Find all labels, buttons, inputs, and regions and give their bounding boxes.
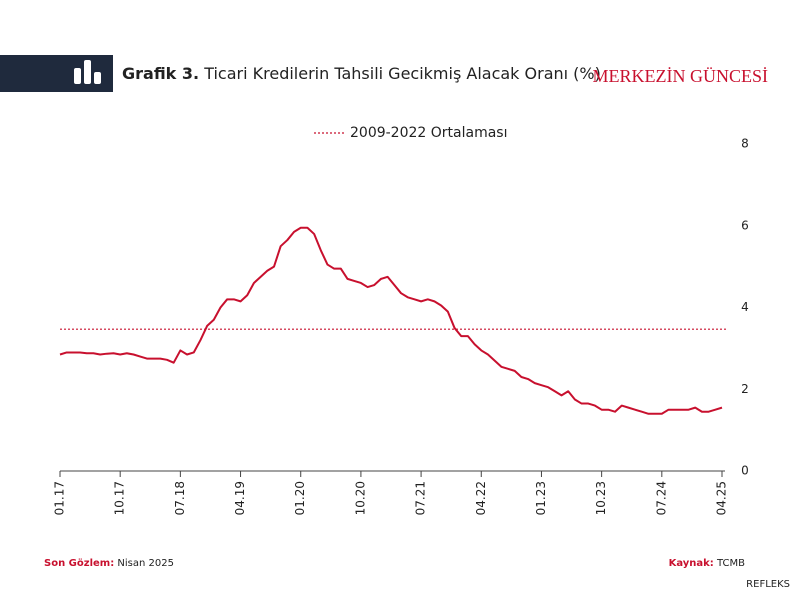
title-text: Ticari Kredilerin Tahsili Gecikmiş Alaca…	[203, 64, 601, 83]
y-tick-label: 8	[741, 137, 749, 151]
y-tick-label: 4	[741, 300, 749, 314]
y-tick-label: 0	[741, 464, 749, 478]
y-tick-label: 2	[741, 382, 749, 396]
footer-label: Son Gözlem:	[44, 558, 114, 569]
x-tick-label: 01.23	[534, 481, 548, 515]
title-label: Grafik 3.	[122, 64, 199, 83]
x-tick-label: 07.24	[654, 481, 668, 515]
footer-right: Kaynak: TCMB	[669, 558, 746, 569]
credit: REFLEKS	[746, 579, 790, 590]
x-tick-label: 07.18	[173, 481, 187, 515]
x-tick-label: 10.20	[353, 481, 367, 515]
x-tick-label: 07.21	[414, 481, 428, 515]
line-series	[59, 226, 723, 415]
footer-value: Nisan 2025	[117, 558, 174, 569]
x-tick-label: 10.17	[113, 481, 127, 515]
header-icon	[74, 60, 101, 84]
x-tick-label: 01.17	[53, 481, 67, 515]
x-tick-label: 04.19	[233, 481, 247, 515]
x-tick-label: 01.20	[293, 481, 307, 515]
y-tick-label: 6	[741, 218, 749, 232]
brand: MERKEZİN GÜNCESİ	[593, 66, 769, 86]
legend-label: 2009-2022 Ortalaması	[350, 125, 507, 141]
x-tick-label: 10.23	[594, 481, 608, 515]
x-tick-label: 04.25	[715, 481, 729, 515]
footer-left: Son Gözlem: Nisan 2025	[44, 558, 174, 569]
chart-title: Grafik 3. Ticari Kredilerin Tahsili Geci…	[122, 64, 601, 83]
x-tick-label: 04.22	[474, 481, 488, 515]
footer-value: TCMB	[716, 558, 745, 569]
footer-label: Kaynak:	[669, 558, 714, 569]
